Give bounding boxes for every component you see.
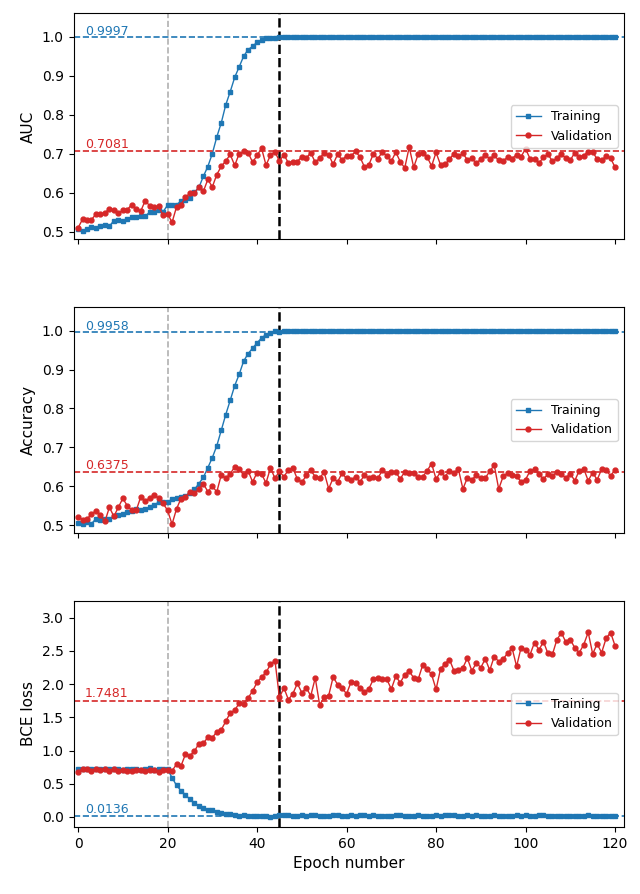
Training	[204, 161, 212, 172]
Text: 0.9997: 0.9997	[84, 24, 129, 38]
Text: 0.7081: 0.7081	[84, 139, 129, 151]
Y-axis label: AUC: AUC	[21, 110, 36, 142]
Training	[204, 462, 212, 473]
Training	[611, 810, 619, 821]
Training	[584, 31, 592, 42]
Legend: Training, Validation: Training, Validation	[511, 105, 618, 148]
Training	[79, 226, 86, 237]
Training	[445, 325, 453, 336]
Validation	[584, 476, 592, 486]
Validation	[307, 690, 315, 701]
Training	[267, 812, 275, 822]
Validation	[74, 766, 82, 777]
Validation	[445, 466, 453, 477]
Validation	[204, 486, 212, 497]
Text: 1.7481: 1.7481	[84, 687, 129, 701]
Validation	[414, 149, 422, 160]
Validation	[584, 627, 592, 637]
Text: 0.0136: 0.0136	[84, 804, 129, 816]
Validation	[307, 465, 315, 476]
Line: Validation: Validation	[76, 461, 618, 527]
Training	[128, 763, 136, 774]
Training	[445, 31, 453, 42]
Line: Validation: Validation	[76, 145, 618, 230]
Validation	[580, 639, 588, 650]
Training	[419, 811, 426, 822]
Training	[419, 31, 426, 42]
Training	[146, 763, 154, 773]
Line: Training: Training	[76, 328, 618, 527]
X-axis label: Epoch number: Epoch number	[293, 856, 404, 872]
Validation	[441, 658, 449, 669]
Training	[285, 325, 292, 336]
Validation	[74, 511, 82, 522]
Training	[312, 325, 319, 336]
Validation	[128, 505, 136, 516]
Training	[79, 519, 86, 529]
Line: Validation: Validation	[76, 630, 618, 774]
Line: Training: Training	[76, 34, 618, 233]
Validation	[611, 640, 619, 651]
Y-axis label: BCE loss: BCE loss	[21, 681, 36, 746]
Validation	[128, 199, 136, 210]
Validation	[204, 731, 212, 742]
Text: 0.9958: 0.9958	[84, 320, 129, 333]
Validation	[155, 766, 163, 777]
Text: 0.6375: 0.6375	[84, 460, 129, 472]
Training	[419, 325, 426, 336]
Training	[74, 224, 82, 234]
Training	[280, 31, 288, 42]
Training	[74, 518, 82, 528]
Legend: Training, Validation: Training, Validation	[511, 693, 618, 735]
Validation	[580, 150, 588, 161]
Validation	[414, 674, 422, 685]
Line: Training: Training	[76, 766, 618, 819]
Y-axis label: Accuracy: Accuracy	[21, 385, 36, 455]
Training	[611, 31, 619, 42]
Validation	[168, 519, 176, 529]
Validation	[414, 471, 422, 482]
Validation	[128, 765, 136, 776]
Training	[132, 503, 140, 514]
Training	[584, 325, 592, 336]
Validation	[303, 153, 310, 164]
Training	[445, 810, 453, 821]
Training	[312, 31, 319, 42]
Validation	[74, 223, 82, 233]
Training	[204, 805, 212, 815]
Training	[312, 810, 319, 821]
Validation	[428, 459, 435, 469]
Validation	[611, 162, 619, 173]
Legend: Training, Validation: Training, Validation	[511, 399, 618, 442]
Training	[74, 764, 82, 775]
Validation	[441, 159, 449, 170]
Validation	[611, 464, 619, 475]
Training	[132, 212, 140, 223]
Training	[611, 325, 619, 336]
Training	[584, 810, 592, 821]
Validation	[200, 186, 207, 197]
Validation	[405, 142, 413, 153]
